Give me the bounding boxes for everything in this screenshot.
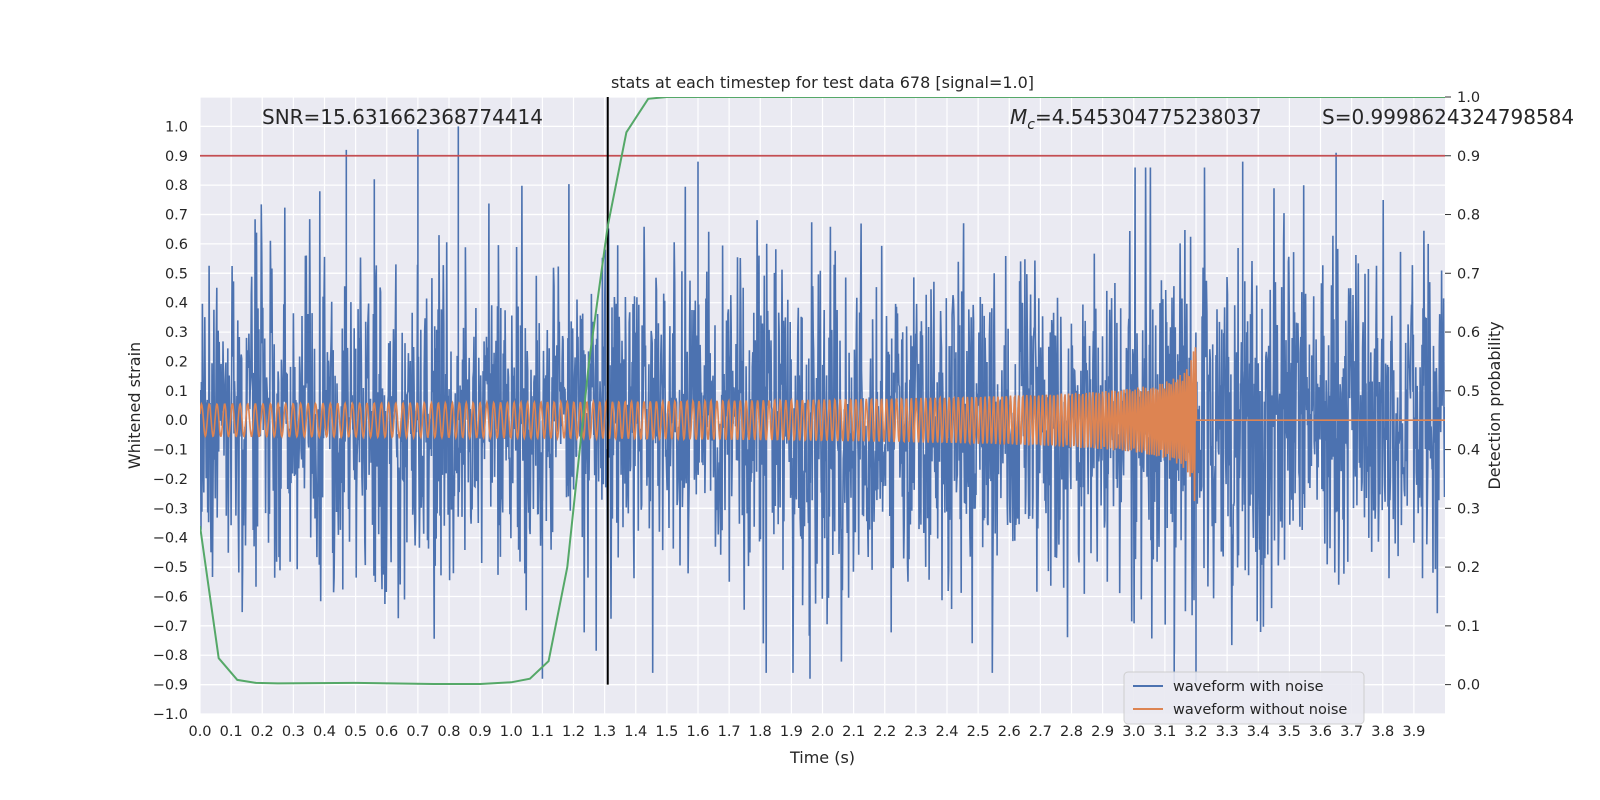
x-tick-label: 2.7 (1029, 724, 1052, 740)
series-line-detection-probability (200, 97, 1445, 685)
x-tick-label: 3.5 (1278, 724, 1301, 740)
y-tick-label: −0.6 (153, 589, 188, 605)
legend-label-waveform-without-noise: waveform without noise (1173, 702, 1347, 718)
x-tick-label: 0.3 (282, 724, 305, 740)
x-tick-label: 2.6 (998, 724, 1021, 740)
x-tick-label: 2.0 (811, 724, 834, 740)
x-tick-label: 3.9 (1402, 724, 1425, 740)
x-tick-label: 1.0 (500, 724, 523, 740)
y-tick-label: 0.0 (165, 413, 188, 429)
y2-tick-label: 0.3 (1457, 501, 1480, 517)
x-tick-label: 2.5 (967, 724, 990, 740)
y2-tick-label: 0.6 (1457, 325, 1480, 341)
x-tick-label: 1.4 (624, 724, 647, 740)
y-tick-label: −0.5 (153, 560, 188, 576)
y-tick-label: −0.9 (153, 678, 188, 694)
x-tick-label: 1.8 (749, 724, 772, 740)
x-tick-label: 0.5 (344, 724, 367, 740)
y2-tick-label: 0.1 (1457, 619, 1480, 635)
y-tick-label: −0.3 (153, 501, 188, 517)
y2-tick-label: 0.8 (1457, 208, 1480, 224)
y-tick-label: 0.1 (165, 384, 188, 400)
x-tick-label: 2.4 (935, 724, 958, 740)
y-tick-label: 0.2 (165, 354, 188, 370)
y-tick-label: −1.0 (153, 707, 188, 723)
y-tick-label: 0.6 (165, 237, 188, 253)
x-tick-label: 1.5 (655, 724, 678, 740)
x-tick-label: 3.2 (1184, 724, 1207, 740)
x-tick-label: 3.6 (1309, 724, 1332, 740)
x-tick-label: 3.1 (1153, 724, 1176, 740)
legend-label-waveform-with-noise: waveform with noise (1173, 679, 1324, 695)
x-tick-label: 1.9 (780, 724, 803, 740)
x-tick-label: 1.3 (593, 724, 616, 740)
y-tick-labels: −1.0 −0.9 −0.8 −0.7 −0.6 −0.5 −0.4 −0.3 −0.2 −0.1… (153, 119, 188, 723)
x-tick-label: 3.4 (1247, 724, 1270, 740)
score-annotation: S=0.9998624324798584 (1322, 105, 1574, 129)
chart-title: stats at each timestep for test data 678… (611, 73, 1034, 92)
legend-box (1123, 671, 1365, 725)
x-tick-label: 1.2 (562, 724, 585, 740)
x-axis-label: Time (s) (789, 748, 855, 767)
y2-tick-label: 1.0 (1457, 90, 1480, 106)
y2-tick-label: 0.5 (1457, 384, 1480, 400)
x-tick-label: 2.2 (873, 724, 896, 740)
x-tick-label: 0.1 (220, 724, 243, 740)
x-tick-label: 3.7 (1340, 724, 1363, 740)
x-tick-label: 2.1 (842, 724, 865, 740)
y-tick-label: 0.5 (165, 266, 188, 282)
chirp-mass-symbol: M (1010, 105, 1027, 129)
x-tick-label: 0.7 (406, 724, 429, 740)
series-line-waveform-without-noise (200, 347, 1445, 502)
y-tick-label: −0.4 (153, 531, 188, 547)
x-tick-label: 3.0 (1122, 724, 1145, 740)
y2-tick-label: 0.2 (1457, 560, 1480, 576)
x-tick-label: 2.9 (1091, 724, 1114, 740)
y-tick-label: 0.9 (165, 149, 188, 165)
y-tick-label: 0.7 (165, 208, 188, 224)
y2-tick-label: 0.9 (1457, 149, 1480, 165)
y-axis-label: Whitened strain (125, 342, 144, 469)
x-tick-label: 0.4 (313, 724, 336, 740)
chirp-mass-subscript: c (1027, 117, 1035, 133)
y-tick-label: −0.7 (153, 619, 188, 635)
legend: waveform with noise waveform without noi… (1123, 671, 1365, 725)
snr-annotation: SNR=15.631662368774414 (262, 105, 543, 129)
series-line-waveform-with-noise (200, 126, 1445, 685)
y2-axis-label: Detection probability (1485, 321, 1504, 489)
x-tick-label: 3.3 (1216, 724, 1239, 740)
y-tick-label: 0.8 (165, 178, 188, 194)
y-tick-label: −0.2 (153, 472, 188, 488)
chirp-mass-value: =4.545304775238037 (1035, 105, 1262, 129)
x-tick-label: 0.8 (437, 724, 460, 740)
y-tick-label: 0.4 (165, 296, 188, 312)
x-tick-label: 0.0 (188, 724, 211, 740)
x-tick-label: 0.2 (251, 724, 274, 740)
y-tick-label: 0.3 (165, 325, 188, 341)
plot-series-group (200, 97, 1445, 685)
x-tick-label: 0.9 (469, 724, 492, 740)
x-tick-label: 3.8 (1371, 724, 1394, 740)
x-tick-label: 2.3 (904, 724, 927, 740)
y2-tick-labels: 0.0 0.1 0.2 0.3 0.4 0.5 0.6 0.7 0.8 0.9 1.0 (1445, 90, 1480, 694)
x-tick-label: 1.6 (686, 724, 709, 740)
y-tick-label: −0.1 (153, 443, 188, 459)
x-tick-label: 1.7 (718, 724, 741, 740)
x-tick-label: 0.6 (375, 724, 398, 740)
y2-tick-label: 0.4 (1457, 443, 1480, 459)
y2-tick-label: 0.0 (1457, 678, 1480, 694)
x-tick-label: 1.1 (531, 724, 554, 740)
y2-tick-label: 0.7 (1457, 266, 1480, 282)
x-tick-labels: 0.0 0.1 0.2 0.3 0.4 0.5 0.6 0.7 0.8 0.9 1.0 1.1 1.2 1… (188, 724, 1425, 740)
x-tick-label: 2.8 (1060, 724, 1083, 740)
y-tick-label: −0.8 (153, 648, 188, 664)
chirp-mass-annotation: Mc=4.545304775238037 (1010, 105, 1262, 133)
y-tick-label: 1.0 (165, 119, 188, 135)
